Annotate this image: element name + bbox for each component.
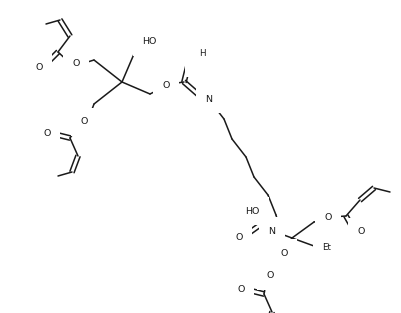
- Text: O: O: [43, 130, 51, 138]
- Text: O: O: [80, 117, 88, 126]
- Text: O: O: [235, 233, 243, 243]
- Text: O: O: [72, 59, 80, 69]
- Text: O: O: [266, 271, 274, 280]
- Text: O: O: [194, 59, 201, 68]
- Text: HO: HO: [245, 207, 259, 215]
- Text: O: O: [237, 285, 245, 295]
- Text: HO: HO: [142, 38, 156, 47]
- Text: H: H: [198, 49, 205, 59]
- Text: N: N: [205, 95, 212, 104]
- Text: O: O: [280, 249, 288, 258]
- Text: O: O: [324, 213, 332, 223]
- Text: Et: Et: [322, 244, 331, 253]
- Text: O: O: [35, 63, 43, 71]
- Text: O: O: [162, 81, 170, 90]
- Text: O: O: [357, 228, 365, 237]
- Text: N: N: [269, 227, 275, 235]
